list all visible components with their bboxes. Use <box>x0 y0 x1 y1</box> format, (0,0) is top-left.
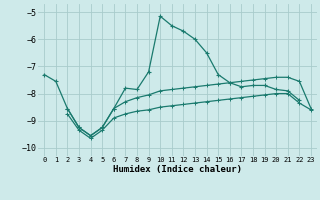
X-axis label: Humidex (Indice chaleur): Humidex (Indice chaleur) <box>113 165 242 174</box>
